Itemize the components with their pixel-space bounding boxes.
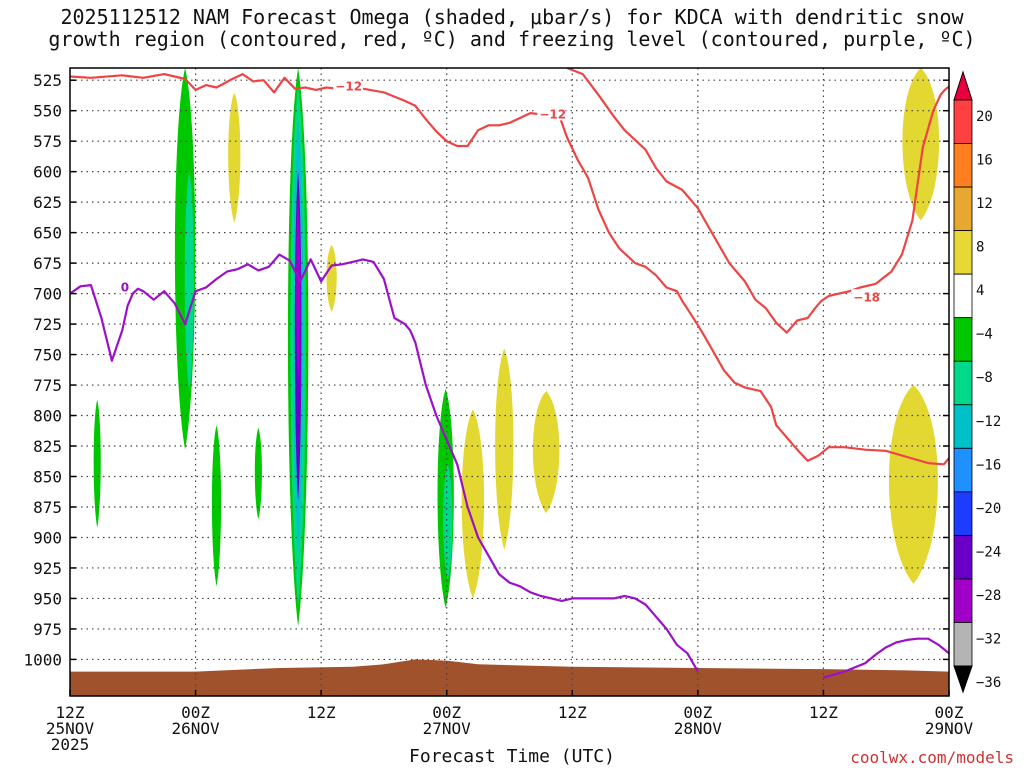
colorbar-swatch-11 <box>953 578 973 623</box>
y-tick-label-875: 875 <box>33 498 62 517</box>
y-tick-label-850: 850 <box>33 468 62 487</box>
colorbar-label-2: 12 <box>976 196 993 212</box>
colorbar-top-arrow <box>953 70 973 101</box>
omega-shade-8 <box>443 464 453 581</box>
colorbar-label-4: 4 <box>976 283 984 299</box>
contour-label-bg-2 <box>851 289 880 304</box>
colorbar-label-7: −12 <box>976 414 1001 430</box>
x-axis-label: Forecast Time (UTC) <box>409 746 615 767</box>
y-tick-label-800: 800 <box>33 407 62 426</box>
colorbar-swatch-5 <box>953 317 973 362</box>
colorbar-swatch-1 <box>953 143 973 188</box>
y-tick-label-775: 775 <box>33 376 62 395</box>
colorbar-label-13: −36 <box>976 675 1001 691</box>
chart-title-line-1: 2025112512 NAM Forecast Omega (shaded, μ… <box>60 5 964 29</box>
axes: 525 550 575 600 625 650 675 700 725 750 775 800 825 8… <box>23 67 974 754</box>
omega-shading-layer <box>93 68 940 627</box>
colorbar-swatch-0 <box>953 99 973 144</box>
y-tick-label-750: 750 <box>33 346 62 365</box>
omega-shade-14 <box>461 409 485 599</box>
colorbar-swatch-6 <box>953 360 973 406</box>
omega-shade-13 <box>326 244 337 312</box>
contour-label-bg-1 <box>537 106 566 121</box>
y-tick-label-975: 975 <box>33 620 62 639</box>
y-tick-label-1000: 1000 <box>23 650 62 669</box>
chart-title: 2025112512 NAM Forecast Omega (shaded, μ… <box>0 6 1024 50</box>
credit-link[interactable]: coolwx.com/models <box>850 748 1014 767</box>
contour-layer: −12 −12 −18 0 <box>70 68 949 679</box>
contour-label-bg-0 <box>333 78 362 93</box>
colorbar-swatch-10 <box>953 534 973 580</box>
y-tick-label-675: 675 <box>33 254 62 273</box>
colorbar-swatch-9 <box>953 491 973 536</box>
terrain-layer <box>70 659 949 696</box>
y-tick-label-900: 900 <box>33 528 62 547</box>
contour-label-3: 0 <box>121 280 129 294</box>
omega-shade-6 <box>184 171 194 392</box>
y-tick-label-550: 550 <box>33 102 62 121</box>
colorbar-swatch-7 <box>953 404 973 449</box>
x-tick-label-60: 00Z 28NOV <box>674 703 723 738</box>
y-tick-label-725: 725 <box>33 315 62 334</box>
y-tick-label-525: 525 <box>33 71 62 90</box>
y-tick-label-825: 825 <box>33 437 62 456</box>
colorbar-label-12: −32 <box>976 631 1001 647</box>
y-tick-label-925: 925 <box>33 559 62 578</box>
y-tick-label-625: 625 <box>33 193 62 212</box>
colorbar-swatch-2 <box>953 186 973 232</box>
colorbar-label-8: −16 <box>976 457 1001 473</box>
omega-shade-16 <box>532 391 560 514</box>
x-tick-label-36: 00Z 27NOV <box>423 703 472 738</box>
contour-label-bg-3 <box>118 279 131 294</box>
colorbar-label-1: 16 <box>976 153 993 169</box>
omega-shade-15 <box>495 348 514 550</box>
x-tick-label-84: 00Z 29NOV <box>925 703 974 738</box>
y-tick-label-700: 700 <box>33 285 62 304</box>
colorbar-bottom-arrow <box>953 665 973 694</box>
colorbar-swatch-12 <box>953 622 973 667</box>
colorbar-label-5: −4 <box>976 327 993 343</box>
colorbar-label-6: −8 <box>976 370 993 386</box>
colorbar-swatch-8 <box>953 447 973 493</box>
x-tick-label-48: 12Z <box>558 703 587 722</box>
omega-shade-11 <box>296 196 301 379</box>
omega-shade-3 <box>254 427 262 520</box>
omega-shade-1 <box>93 399 101 528</box>
y-tick-label-650: 650 <box>33 224 62 243</box>
colorbar-label-0: 20 <box>976 109 993 125</box>
contour-line-1 <box>362 87 949 466</box>
colorbar-swatch-3 <box>953 230 973 275</box>
contour-line-3 <box>70 253 699 673</box>
gridlines <box>70 68 949 696</box>
colorbar-swatch-4 <box>953 273 973 319</box>
contour-label-0: −12 <box>335 79 362 93</box>
colorbar-label-11: −28 <box>976 588 1001 604</box>
colorbar-label-10: −24 <box>976 544 1001 560</box>
chart-title-line-2: growth region (contoured, red, ºC) and f… <box>48 27 976 51</box>
contour-line-4 <box>823 637 949 679</box>
contour-label-2: −18 <box>853 290 880 304</box>
omega-shade-12 <box>228 92 241 223</box>
terrain-fill <box>70 659 949 696</box>
y-tick-label-575: 575 <box>33 132 62 151</box>
x-tick-label-72: 12Z <box>809 703 838 722</box>
contour-line-2 <box>566 68 949 334</box>
plot-frame <box>69 67 950 697</box>
x-tick-label-0: 12Z 25NOV 2025 <box>46 703 95 754</box>
colorbar-label-3: 8 <box>976 240 984 256</box>
contour-label-1: −12 <box>539 107 566 121</box>
omega-shade-17 <box>902 68 940 221</box>
colorbar-label-9: −20 <box>976 501 1001 517</box>
x-tick-label-12: 00Z 26NOV <box>171 703 220 738</box>
x-tick-label-24: 12Z <box>307 703 336 722</box>
omega-shade-2 <box>211 425 222 587</box>
colorbar: 20 16 12 8 4 −4 −8 −12 −16 −20 −24 −28 −32 −36 <box>953 70 1001 694</box>
y-tick-label-950: 950 <box>33 589 62 608</box>
contour-line-0 <box>70 73 348 94</box>
omega-shade-18 <box>888 385 938 584</box>
y-tick-label-600: 600 <box>33 163 62 182</box>
